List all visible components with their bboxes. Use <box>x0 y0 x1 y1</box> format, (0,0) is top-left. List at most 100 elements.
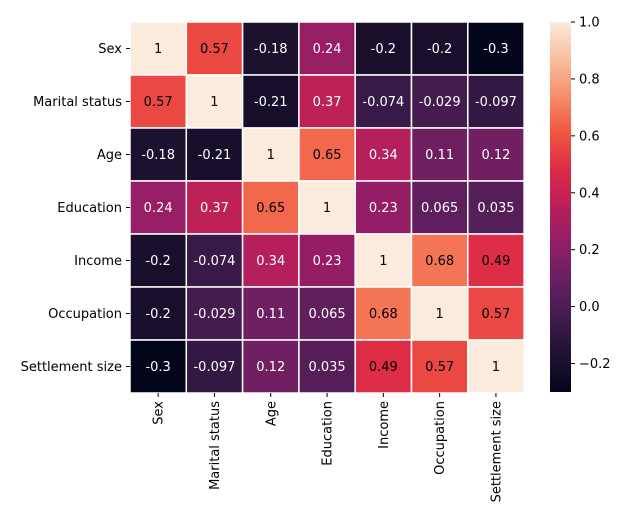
cell-annotation: -0.2 <box>371 42 396 57</box>
cell-annotation: 1 <box>323 201 331 216</box>
heatmap-cell <box>467 286 525 341</box>
colorbar-tick-label: 0.2 <box>579 243 600 258</box>
y-tick-label: Education <box>57 201 122 216</box>
heatmap-cell <box>354 339 413 394</box>
cell-annotation: 1 <box>436 307 444 322</box>
cell-annotation: -0.21 <box>198 148 232 163</box>
x-tick-label: Settlement size <box>489 401 504 502</box>
cell-annotation: 0.37 <box>200 201 229 216</box>
cell-annotation: -0.2 <box>145 254 170 269</box>
colorbar: −0.2 0.0 0.2 0.4 0.6 0.8 1.0 <box>550 16 611 392</box>
heatmap-cell <box>467 339 525 394</box>
cell-annotation: -0.029 <box>419 95 461 110</box>
cell-annotation: 0.12 <box>481 148 510 163</box>
heatmap-cell <box>185 286 244 341</box>
y-tick-label: Marital status <box>33 95 122 110</box>
cell-annotation: 0.37 <box>313 95 342 110</box>
cell-annotation: -0.3 <box>145 360 170 375</box>
colorbar-tick-label: 0.8 <box>579 72 600 87</box>
heatmap-cell <box>354 127 413 182</box>
cell-annotation: 1 <box>154 42 162 57</box>
cell-annotation: 0.68 <box>369 307 398 322</box>
cell-annotation: 1 <box>379 254 387 269</box>
y-tick-label: Settlement size <box>21 360 122 375</box>
cell-annotation: 1 <box>492 360 500 375</box>
cell-annotation: 0.57 <box>200 42 229 57</box>
cell-annotation: 0.49 <box>369 360 398 375</box>
heatmap-cell <box>185 180 244 235</box>
heatmap-cell <box>467 180 525 235</box>
x-tick-label: Occupation <box>433 401 448 475</box>
colorbar-tick-label: 0.4 <box>579 186 600 201</box>
cell-annotations: 1 0.57 -0.18 0.24 -0.2 -0.2 -0.30.57 1 -0.21 0.37… <box>141 42 517 375</box>
heatmap-cell <box>298 127 356 182</box>
cell-annotation: -0.2 <box>145 307 170 322</box>
heatmap-cell <box>241 127 300 182</box>
cell-annotation: 0.11 <box>425 148 454 163</box>
cell-annotation: 0.065 <box>421 201 458 216</box>
heatmap-cell <box>129 180 188 235</box>
x-tick-label: Age <box>264 401 279 426</box>
y-tick-label: Income <box>74 254 122 269</box>
y-axis: Sex Marital status Age Education Income Occup… <box>21 42 130 375</box>
cell-annotation: 0.11 <box>256 307 285 322</box>
heatmap-cell <box>185 21 244 76</box>
cell-annotation: -0.097 <box>193 360 235 375</box>
colorbar-tick-label: −0.2 <box>579 357 611 372</box>
heatmap-cell <box>185 127 244 182</box>
cell-annotation: -0.074 <box>362 95 404 110</box>
cell-annotation: -0.074 <box>193 254 235 269</box>
heatmap-cell <box>467 127 525 182</box>
x-tick-label: Education <box>321 401 336 466</box>
x-axis: Sex Marital status Age Education Income Occup… <box>152 393 504 502</box>
cell-annotation: 0.57 <box>144 95 173 110</box>
cell-annotation: 1 <box>210 95 218 110</box>
colorbar-tick-label: 1.0 <box>579 16 600 31</box>
cell-annotation: -0.3 <box>483 42 508 57</box>
colorbar-gradient <box>550 22 571 392</box>
y-tick-label: Sex <box>98 42 122 57</box>
heatmap-cell <box>410 127 469 182</box>
cell-annotation: 0.65 <box>313 148 342 163</box>
cell-annotation: 0.24 <box>313 42 342 57</box>
cell-annotation: 0.65 <box>256 201 285 216</box>
cell-annotation: 0.23 <box>313 254 342 269</box>
cell-annotation: -0.18 <box>141 148 175 163</box>
heatmap-cells <box>129 21 525 394</box>
cell-annotation: 0.34 <box>256 254 285 269</box>
cell-annotation: 0.24 <box>144 201 173 216</box>
cell-annotation: 0.065 <box>308 307 345 322</box>
x-tick-label: Marital status <box>208 401 223 490</box>
cell-annotation: 0.68 <box>425 254 454 269</box>
heatmap-cell <box>467 74 525 129</box>
colorbar-tick-label: 0.6 <box>579 129 600 144</box>
heatmap-cell <box>241 339 300 394</box>
heatmap-cell <box>241 233 300 288</box>
cell-annotation: 0.49 <box>481 254 510 269</box>
x-tick-label: Sex <box>152 401 167 425</box>
y-tick-label: Age <box>97 148 122 163</box>
heatmap-cell <box>410 180 469 235</box>
cell-annotation: -0.097 <box>475 95 517 110</box>
cell-annotation: -0.2 <box>427 42 452 57</box>
heatmap-cell <box>410 339 469 394</box>
heatmap-cell <box>129 233 188 288</box>
y-tick-label: Occupation <box>48 307 122 322</box>
heatmap-cell <box>354 74 413 129</box>
cell-annotation: 0.57 <box>425 360 454 375</box>
cell-annotation: -0.21 <box>254 95 288 110</box>
cell-annotation: 0.23 <box>369 201 398 216</box>
colorbar-tick-label: 0.0 <box>579 300 600 315</box>
heatmap-cell <box>410 21 469 76</box>
x-tick-label: Income <box>377 401 392 449</box>
cell-annotation: 0.12 <box>256 360 285 375</box>
heatmap-cell <box>241 74 300 129</box>
cell-annotation: 1 <box>267 148 275 163</box>
cell-annotation: 0.035 <box>308 360 345 375</box>
heatmap-cell <box>129 286 188 341</box>
cell-annotation: -0.029 <box>193 307 235 322</box>
heatmap-cell <box>298 339 356 394</box>
cell-annotation: -0.18 <box>254 42 288 57</box>
cell-annotation: 0.035 <box>477 201 514 216</box>
